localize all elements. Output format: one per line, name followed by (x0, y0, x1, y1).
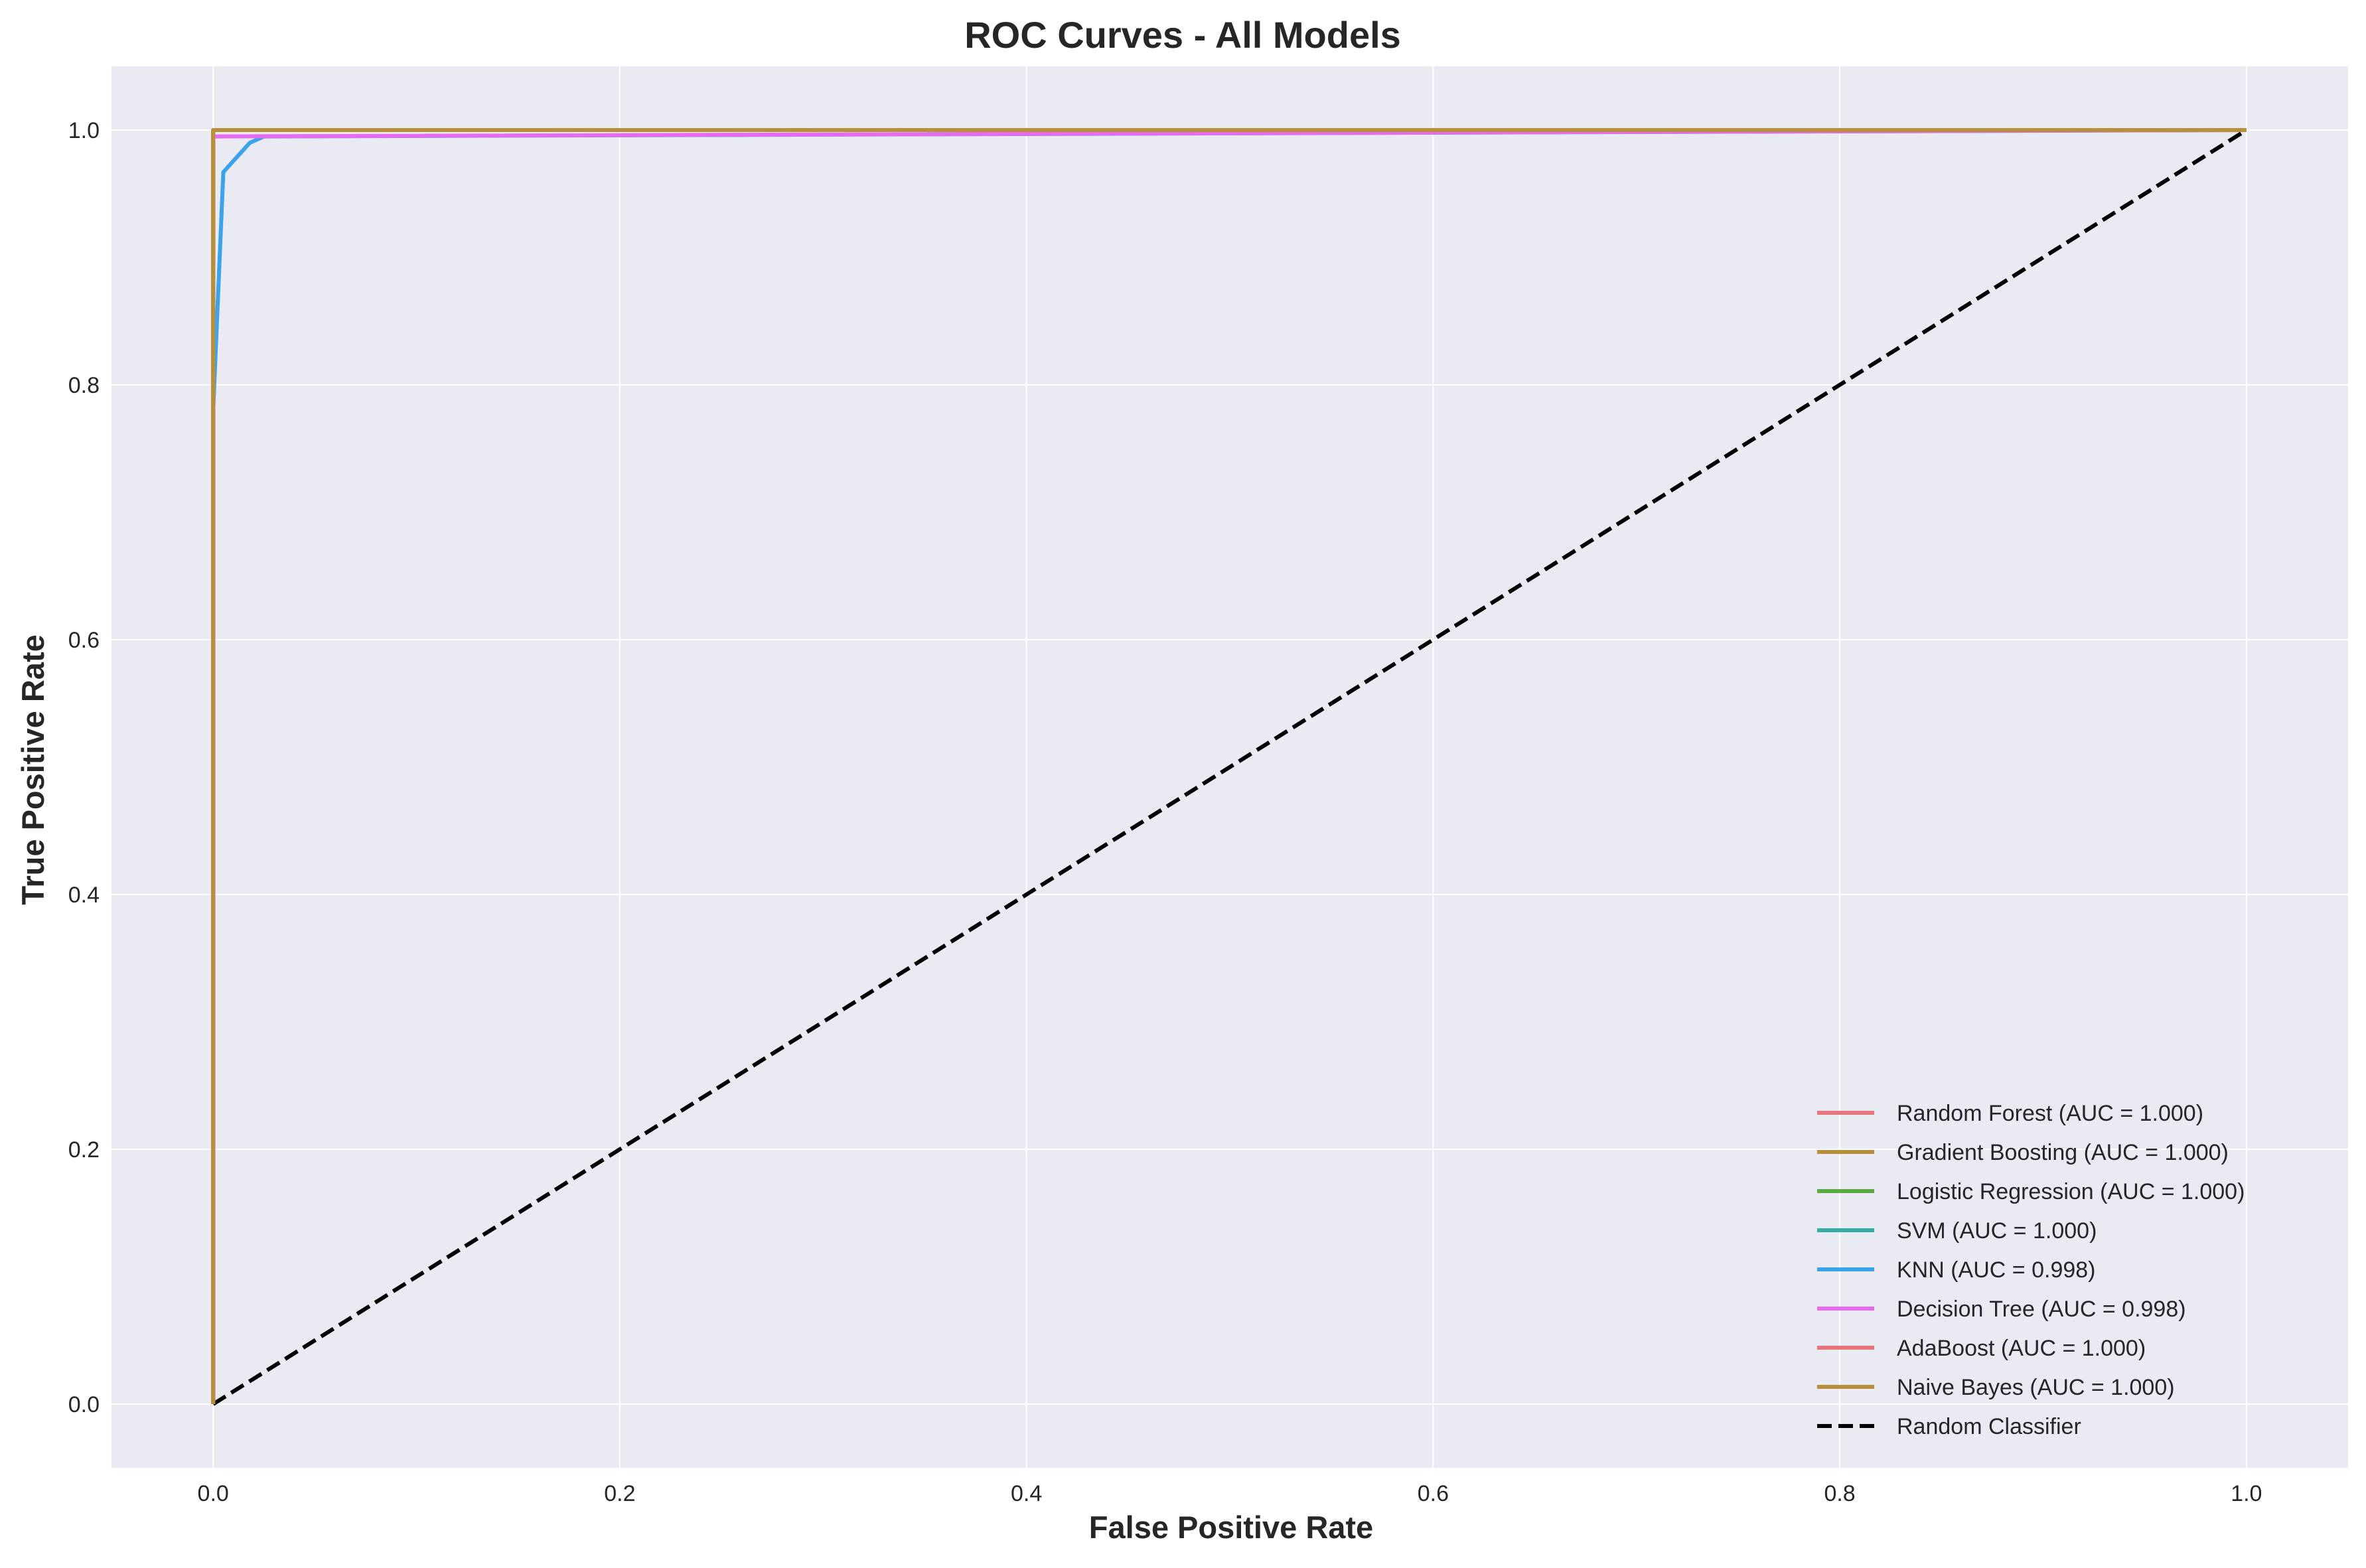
legend-label: Gradient Boosting (AUC = 1.000) (1897, 1140, 2229, 1165)
x-tick-label: 0.6 (1418, 1481, 1449, 1506)
series-line-7 (211, 128, 2247, 1404)
y-tick-label: 0.8 (68, 373, 100, 398)
y-tick-label: 1.0 (68, 118, 100, 143)
legend-label: AdaBoost (AUC = 1.000) (1897, 1336, 2146, 1361)
x-tick-label: 1.0 (2231, 1481, 2262, 1506)
legend-label: SVM (AUC = 1.000) (1897, 1218, 2097, 1244)
x-tick-label: 0.8 (1824, 1481, 1855, 1506)
y-tick-label: 0.0 (68, 1392, 100, 1417)
x-tick-label: 0.2 (604, 1481, 635, 1506)
series-group (211, 128, 2248, 1406)
legend: Random Forest (AUC = 1.000) Gradient Boos… (1817, 1101, 2245, 1439)
chart-title: ROC Curves - All Models (964, 14, 1401, 56)
x-axis-label: False Positive Rate (1089, 1510, 1373, 1545)
y-tick-label: 0.6 (68, 628, 100, 653)
legend-label: Decision Tree (AUC = 0.998) (1897, 1297, 2186, 1322)
legend-label: Random Forest (AUC = 1.000) (1897, 1101, 2203, 1126)
legend-label: KNN (AUC = 0.998) (1897, 1257, 2096, 1283)
series-line-8 (212, 128, 2248, 1406)
legend-label: Naive Bayes (AUC = 1.000) (1897, 1375, 2175, 1400)
y-tick-label: 0.4 (68, 883, 100, 908)
y-tick-labels: 0.0 0.2 0.4 0.6 0.8 1.0 (68, 118, 100, 1417)
x-tick-label: 0.0 (198, 1481, 229, 1506)
x-tick-label: 0.4 (1011, 1481, 1042, 1506)
legend-label: Random Classifier (1897, 1414, 2081, 1439)
y-tick-label: 0.2 (68, 1137, 100, 1163)
y-axis-label: True Positive Rate (15, 634, 50, 905)
x-tick-labels: 0.0 0.2 0.4 0.6 0.8 1.0 (198, 1481, 2262, 1506)
legend-label: Logistic Regression (AUC = 1.000) (1897, 1179, 2245, 1204)
